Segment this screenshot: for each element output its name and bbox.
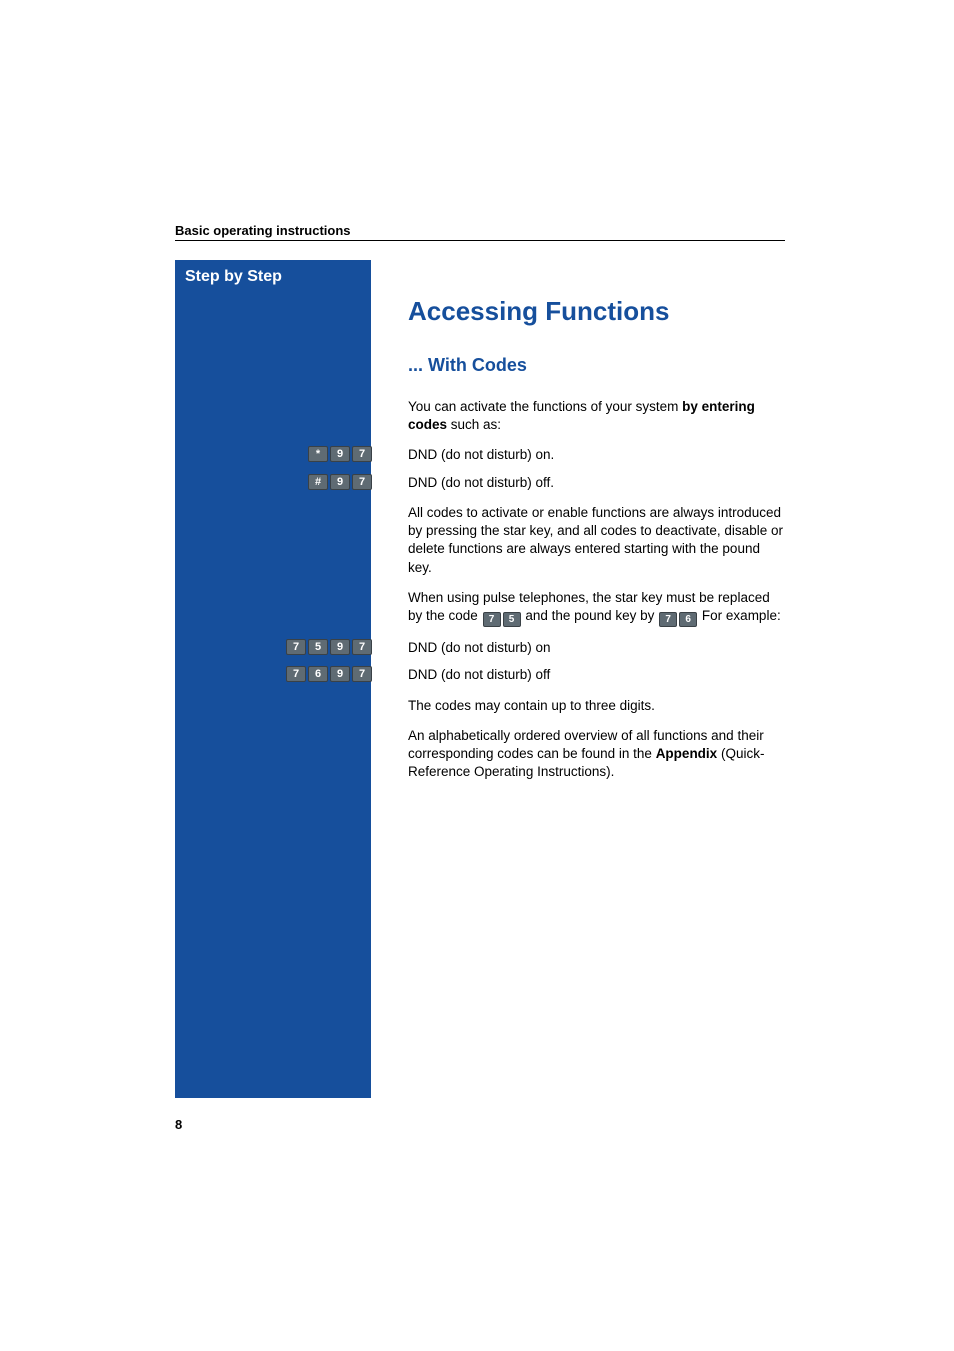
key-strip: 7 5 9 7: [286, 639, 372, 655]
key-strip: # 9 7: [308, 474, 372, 490]
heading-accessing-functions: Accessing Functions: [408, 296, 783, 327]
star-key-icon: *: [308, 446, 328, 462]
digit-key-icon: 7: [286, 666, 306, 682]
text: You can activate the functions of your s…: [408, 399, 682, 414]
code-description: DND (do not disturb) off: [408, 667, 550, 682]
digit-key-icon: 7: [352, 639, 372, 655]
pulse-telephone-paragraph: When using pulse telephones, the star ke…: [408, 589, 783, 627]
codes-explanation-paragraph: All codes to activate or enable function…: [408, 504, 783, 577]
header-rule: [175, 240, 785, 241]
key-strip: 7 6 9 7: [286, 666, 372, 682]
code-row-pulse-dnd-off: 7 6 9 7 DND (do not disturb) off: [408, 666, 783, 684]
sidebar-title: Step by Step: [185, 268, 361, 286]
running-header: Basic operating instructions: [175, 223, 351, 238]
intro-paragraph: You can activate the functions of your s…: [408, 398, 783, 434]
digit-key-icon: 7: [352, 474, 372, 490]
digit-key-icon: 9: [330, 666, 350, 682]
pound-key-icon: #: [308, 474, 328, 490]
digit-key-icon: 7: [483, 612, 501, 627]
digit-key-icon: 7: [352, 666, 372, 682]
bold-text: Appendix: [656, 746, 718, 761]
key-strip: * 9 7: [308, 446, 372, 462]
digit-key-icon: 9: [330, 446, 350, 462]
digit-key-icon: 7: [352, 446, 372, 462]
digits-note-paragraph: The codes may contain up to three digits…: [408, 697, 783, 715]
digit-key-icon: 9: [330, 639, 350, 655]
code-row-dnd-off: # 9 7 DND (do not disturb) off.: [408, 474, 783, 492]
digit-key-icon: 5: [503, 612, 521, 627]
digit-key-icon: 9: [330, 474, 350, 490]
digit-key-icon: 6: [679, 612, 697, 627]
text: For example:: [698, 608, 781, 623]
heading-with-codes: ... With Codes: [408, 355, 783, 376]
code-description: DND (do not disturb) on.: [408, 447, 554, 462]
code-row-pulse-dnd-on: 7 5 9 7 DND (do not disturb) on: [408, 639, 783, 657]
code-row-dnd-on: * 9 7 DND (do not disturb) on.: [408, 446, 783, 464]
digit-key-icon: 7: [659, 612, 677, 627]
page-number: 8: [175, 1117, 182, 1132]
digit-key-icon: 5: [308, 639, 328, 655]
appendix-paragraph: An alphabetically ordered overview of al…: [408, 727, 783, 782]
code-description: DND (do not disturb) on: [408, 640, 551, 655]
code-description: DND (do not disturb) off.: [408, 475, 554, 490]
main-content: Accessing Functions ... With Codes You c…: [408, 296, 783, 794]
digit-key-icon: 7: [286, 639, 306, 655]
digit-key-icon: 6: [308, 666, 328, 682]
text: and the pound key by: [522, 608, 659, 623]
text: such as:: [447, 417, 501, 432]
